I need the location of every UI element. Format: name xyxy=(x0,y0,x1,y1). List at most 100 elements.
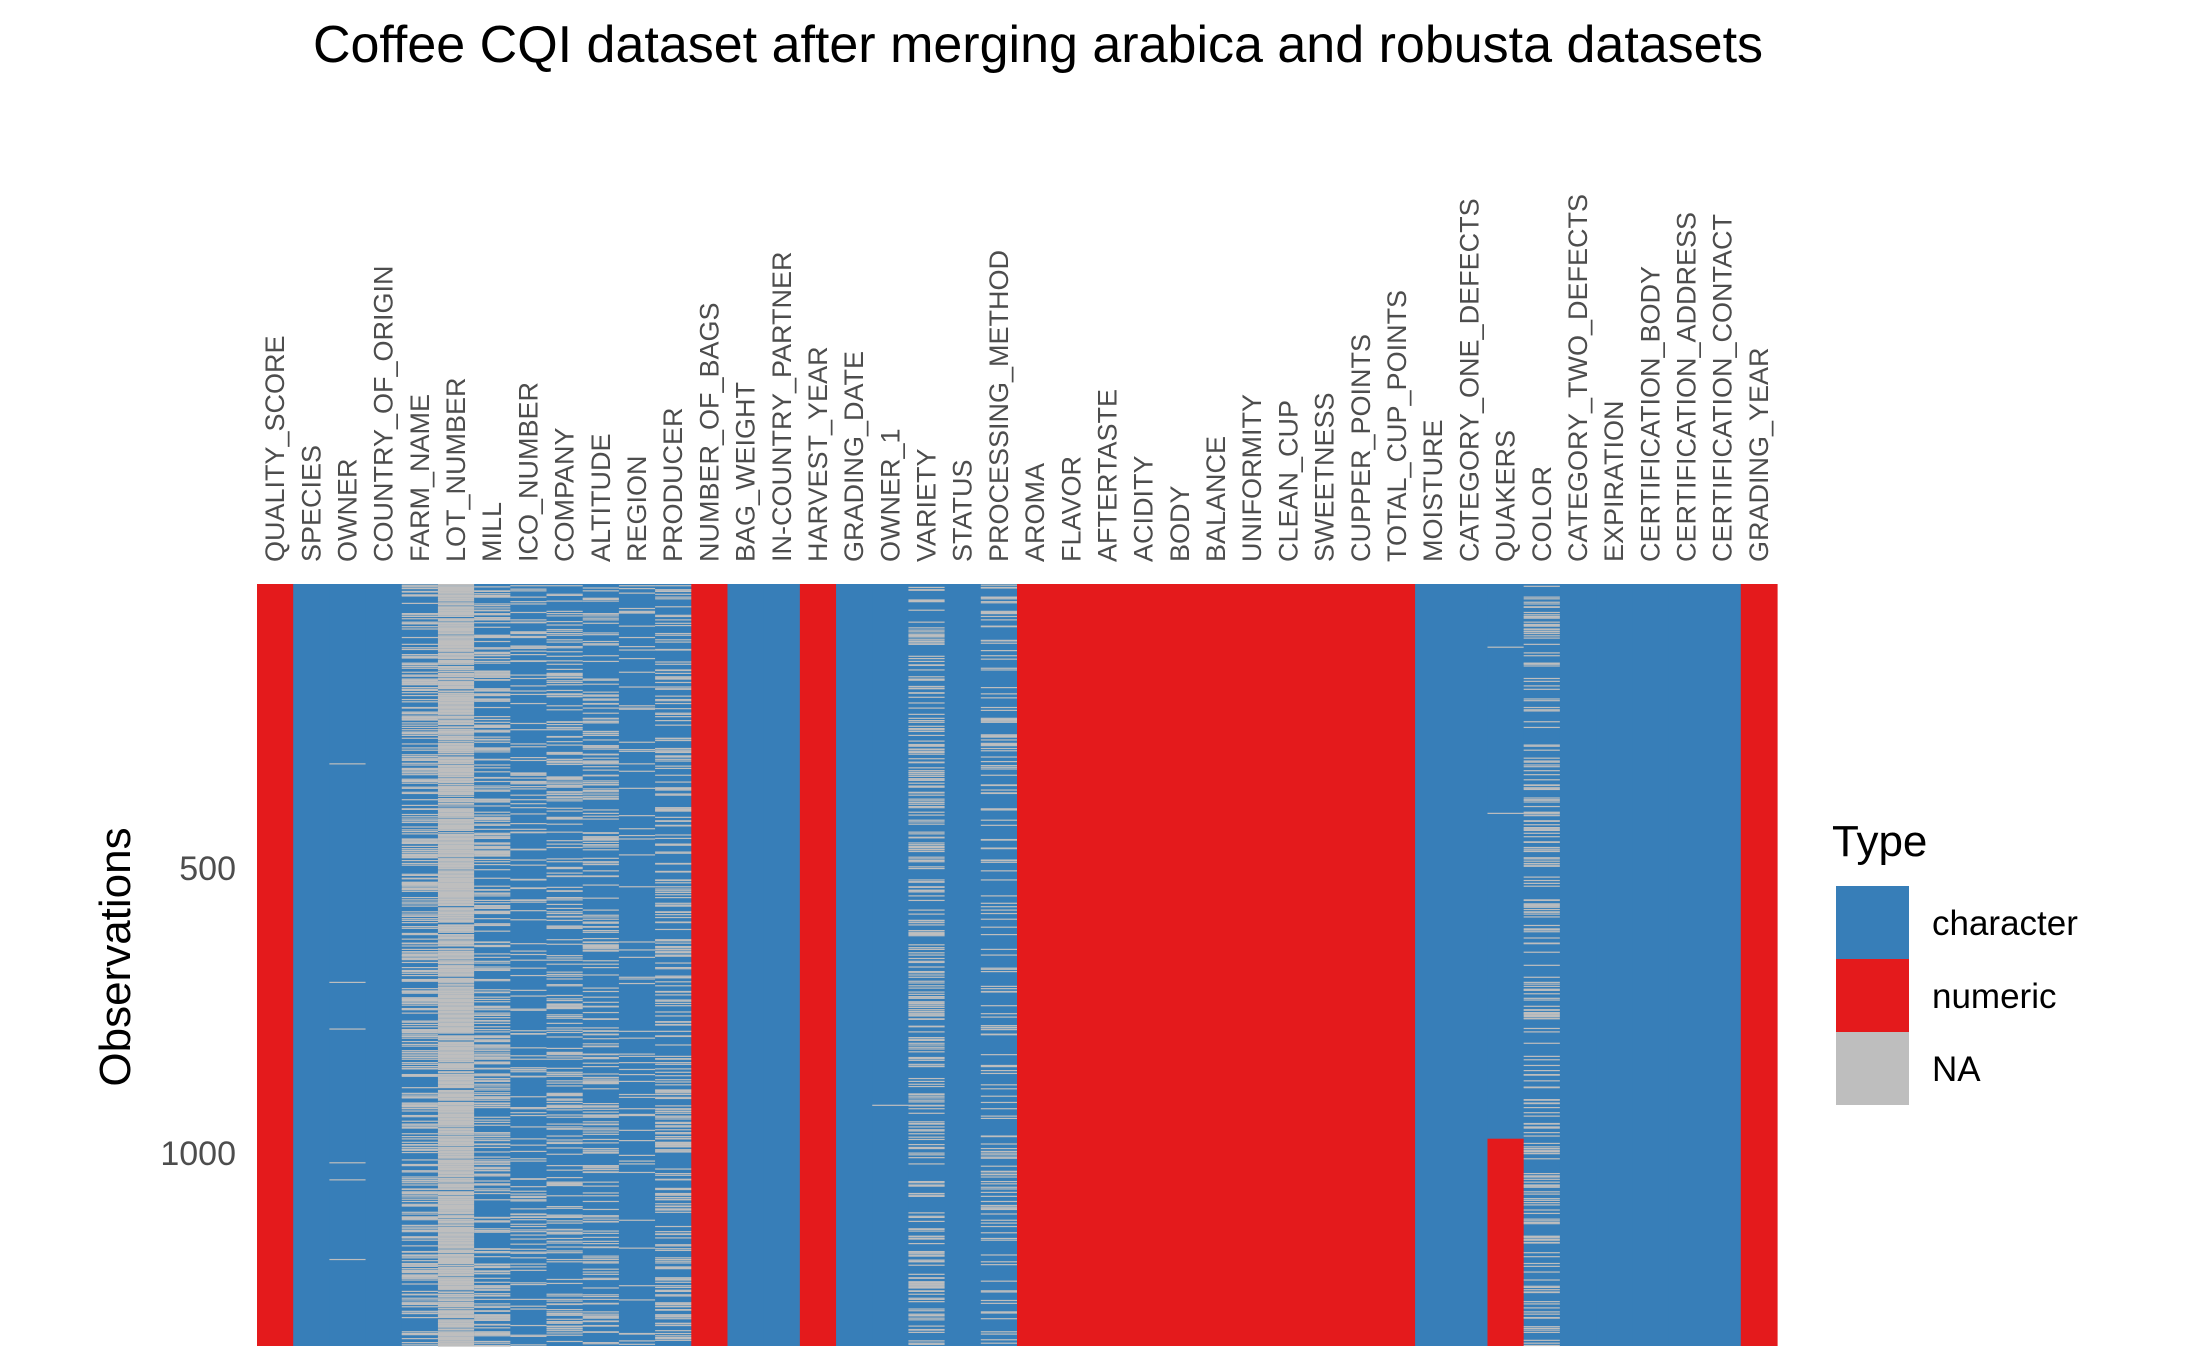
column-label: AFTERTASTE xyxy=(1092,389,1122,562)
column-country_of_origin-cells xyxy=(365,584,403,1346)
column-label: SPECIES xyxy=(296,445,326,562)
column-grading_date-cells xyxy=(836,584,873,1346)
column-color-na-stripes xyxy=(1523,585,1561,1347)
column-region-cells xyxy=(618,584,656,1346)
y-axis-ticks: 500 1000 xyxy=(160,850,236,1173)
column-mill-na-stripes xyxy=(474,586,511,1347)
column-altitude-na-stripes xyxy=(582,587,620,1345)
column-label: REGION xyxy=(622,455,652,562)
column-label: FARM_NAME xyxy=(405,394,435,562)
column-grading_year-cells xyxy=(1740,584,1778,1346)
column-clean_cup-cells xyxy=(1270,584,1308,1346)
column-species-cells xyxy=(293,584,330,1346)
column-farm_name-na-stripes xyxy=(401,584,439,1346)
column-lot_number-na-stripes xyxy=(437,584,475,1347)
legend-swatch-na xyxy=(1836,1032,1909,1105)
column-region-na-stripes xyxy=(618,585,656,1345)
column-label: CERTIFICATION_BODY xyxy=(1635,266,1665,562)
column-body-cells xyxy=(1161,584,1199,1346)
column-variety-cells xyxy=(908,584,946,1346)
column-label: OWNER_1 xyxy=(875,428,905,562)
column-moisture-cells xyxy=(1415,584,1452,1346)
column-label: ICO_NUMBER xyxy=(513,382,543,562)
column-label: BAG_WEIGHT xyxy=(731,382,761,562)
legend-title: Type xyxy=(1832,817,1927,866)
column-certification_address-cells xyxy=(1668,584,1706,1346)
column-flavor-cells xyxy=(1053,584,1090,1346)
column-status-cells xyxy=(944,584,982,1346)
column-label: HARVEST_YEAR xyxy=(803,346,833,562)
column-harvest_year-cells xyxy=(799,584,837,1346)
column-owner-cells xyxy=(329,584,367,1346)
column-label: QUAKERS xyxy=(1491,430,1521,562)
legend-label-character: character xyxy=(1932,904,2078,943)
column-label: CATEGORY_ONE_DEFECTS xyxy=(1454,198,1484,562)
column-expiration-cells xyxy=(1596,584,1633,1346)
column-label: MOISTURE xyxy=(1418,419,1448,562)
column-label: COUNTRY_OF_ORIGIN xyxy=(369,265,399,562)
column-producer-cells xyxy=(655,584,692,1346)
column-label: UNIFORMITY xyxy=(1237,394,1267,562)
column-total_cup_points-cells xyxy=(1378,584,1416,1346)
column-label: EXPIRATION xyxy=(1599,400,1629,562)
column-label: OWNER xyxy=(332,459,362,563)
column-label: VARIETY xyxy=(912,448,942,562)
column-label: AROMA xyxy=(1020,463,1050,562)
legend-label-numeric: numeric xyxy=(1932,977,2056,1016)
column-label: BODY xyxy=(1165,485,1195,562)
column-altitude-cells xyxy=(582,584,620,1346)
column-ico_number-na-stripes xyxy=(510,585,547,1346)
column-bag_weight-cells xyxy=(727,584,765,1346)
column-company-na-stripes xyxy=(546,585,584,1343)
column-quakers-na-stripes xyxy=(1487,646,1524,814)
legend-label-na: NA xyxy=(1932,1050,1981,1089)
column-label: BALANCE xyxy=(1201,436,1231,562)
column-ico_number-cells xyxy=(510,584,548,1346)
column-label: PROCESSING_METHOD xyxy=(984,250,1014,562)
column-label: CATEGORY_TWO_DEFECTS xyxy=(1563,194,1593,562)
legend: Type character numeric NA xyxy=(1832,817,2078,1105)
column-quality_score-cells xyxy=(257,584,294,1346)
column-label: SWEETNESS xyxy=(1310,392,1340,562)
column-label: CLEAN_CUP xyxy=(1273,400,1303,562)
column-processing_method-na-stripes xyxy=(980,584,1018,1344)
column-label: ACIDITY xyxy=(1129,455,1159,562)
column-number_of_bags-cells xyxy=(691,584,729,1346)
legend-swatch-numeric xyxy=(1836,959,1909,1032)
column-label: STATUS xyxy=(948,459,978,562)
column-label: FLAVOR xyxy=(1056,456,1086,562)
heatmap-cells xyxy=(257,584,1778,1347)
column-label: CERTIFICATION_CONTACT xyxy=(1708,214,1738,562)
column-variety-na-stripes xyxy=(908,586,945,1345)
column-owner_1-cells xyxy=(872,584,910,1346)
chart-title: Coffee CQI dataset after merging arabica… xyxy=(313,16,1763,74)
column-label: CUPPER_POINTS xyxy=(1346,334,1376,562)
column-label: NUMBER_OF_BAGS xyxy=(694,302,724,562)
column-company-cells xyxy=(546,584,584,1346)
y-axis-title: Observations xyxy=(91,827,140,1086)
column-in-country_partner-cells xyxy=(763,584,801,1346)
column-label: CERTIFICATION_ADDRESS xyxy=(1672,212,1702,562)
column-label: ALTITUDE xyxy=(586,433,616,562)
column-label: QUALITY_SCORE xyxy=(260,335,290,562)
column-label: TOTAL_CUP_POINTS xyxy=(1382,290,1412,562)
column-aroma-cells xyxy=(1017,584,1054,1346)
column-certification_contact-cells xyxy=(1704,584,1742,1346)
column-label: IN-COUNTRY_PARTNER xyxy=(767,251,797,562)
column-label: PRODUCER xyxy=(658,407,688,562)
column-certification_body-cells xyxy=(1632,584,1670,1346)
column-mill-cells xyxy=(474,584,511,1346)
column-uniformity-cells xyxy=(1234,584,1271,1346)
column-owner_1-na-stripes xyxy=(872,1104,909,1106)
column-category_two_defects-cells xyxy=(1559,584,1597,1346)
y-tick-label: 1000 xyxy=(160,1135,236,1173)
column-owner-na-stripes xyxy=(329,763,366,1261)
column-producer-na-stripes xyxy=(655,585,692,1341)
column-quakers-numeric-segment xyxy=(1487,1138,1525,1346)
column-label: MILL xyxy=(477,502,507,562)
column-aftertaste-cells xyxy=(1089,584,1127,1346)
column-label: GRADING_YEAR xyxy=(1744,347,1774,562)
column-sweetness-cells xyxy=(1306,584,1344,1346)
column-label: LOT_NUMBER xyxy=(441,377,471,562)
column-acidity-cells xyxy=(1125,584,1163,1346)
